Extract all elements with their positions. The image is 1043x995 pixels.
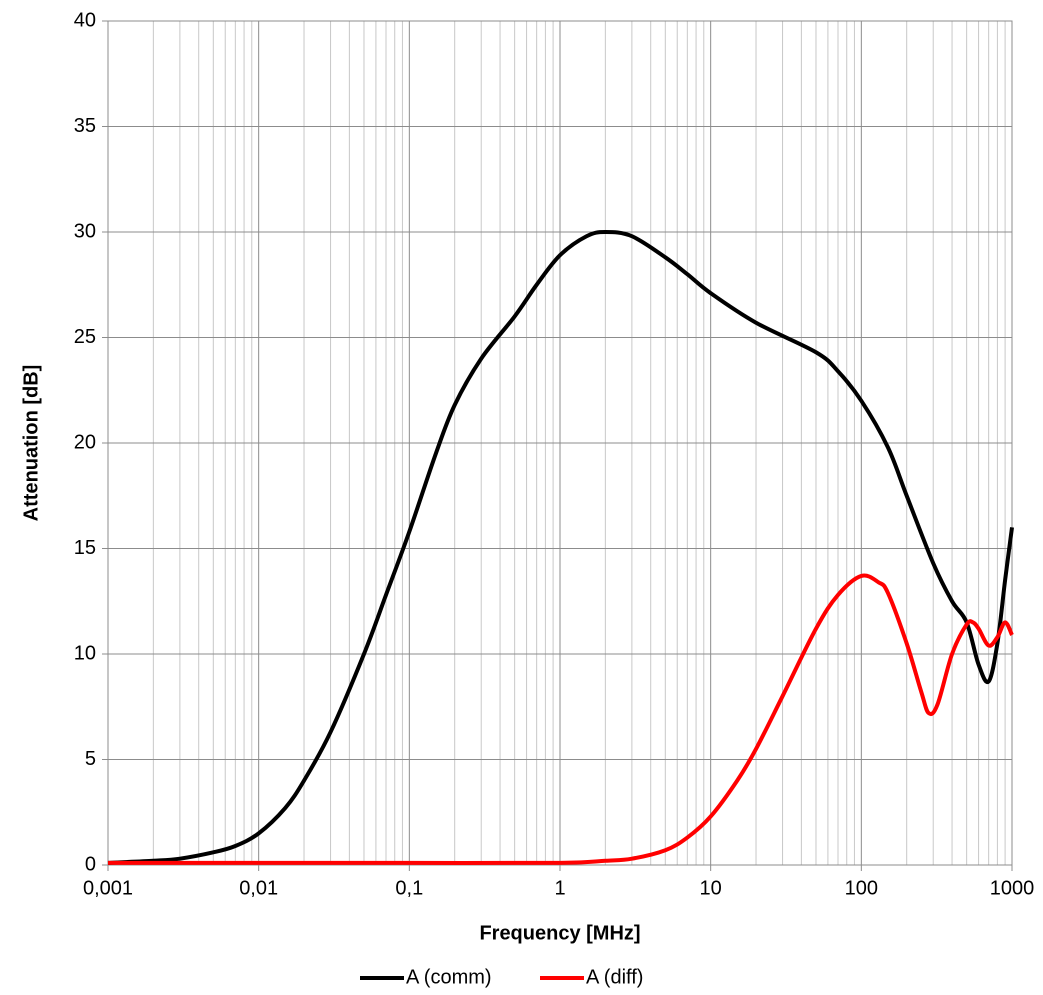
y-tick-label: 20 (74, 431, 96, 453)
legend-label: A (diff) (586, 966, 643, 988)
x-tick-label: 1 (554, 877, 565, 899)
x-tick-label: 1000 (990, 877, 1035, 899)
series-line (107, 573, 1014, 866)
x-tick-label: 0,01 (239, 877, 278, 899)
x-tick-label: 0,1 (395, 877, 423, 899)
x-tick-label: 10 (700, 877, 722, 899)
y-tick-label: 5 (85, 748, 96, 770)
plot-frame (107, 20, 1013, 866)
y-tick-label: 35 (74, 115, 96, 137)
y-tick-label: 15 (74, 537, 96, 559)
y-axis-title: Attenuation [dB] (20, 365, 42, 522)
y-tick-label: 40 (74, 9, 96, 31)
y-tick-label: 30 (74, 220, 96, 242)
x-axis-title: Frequency [MHz] (479, 922, 640, 944)
y-tick-label: 25 (74, 326, 96, 348)
series-line (107, 230, 1014, 865)
y-tick-label: 0 (85, 853, 96, 875)
legend-label: A (comm) (406, 966, 492, 988)
x-tick-label: 100 (845, 877, 878, 899)
x-tick-label: 0,001 (83, 877, 133, 899)
y-tick-label: 10 (74, 642, 96, 664)
